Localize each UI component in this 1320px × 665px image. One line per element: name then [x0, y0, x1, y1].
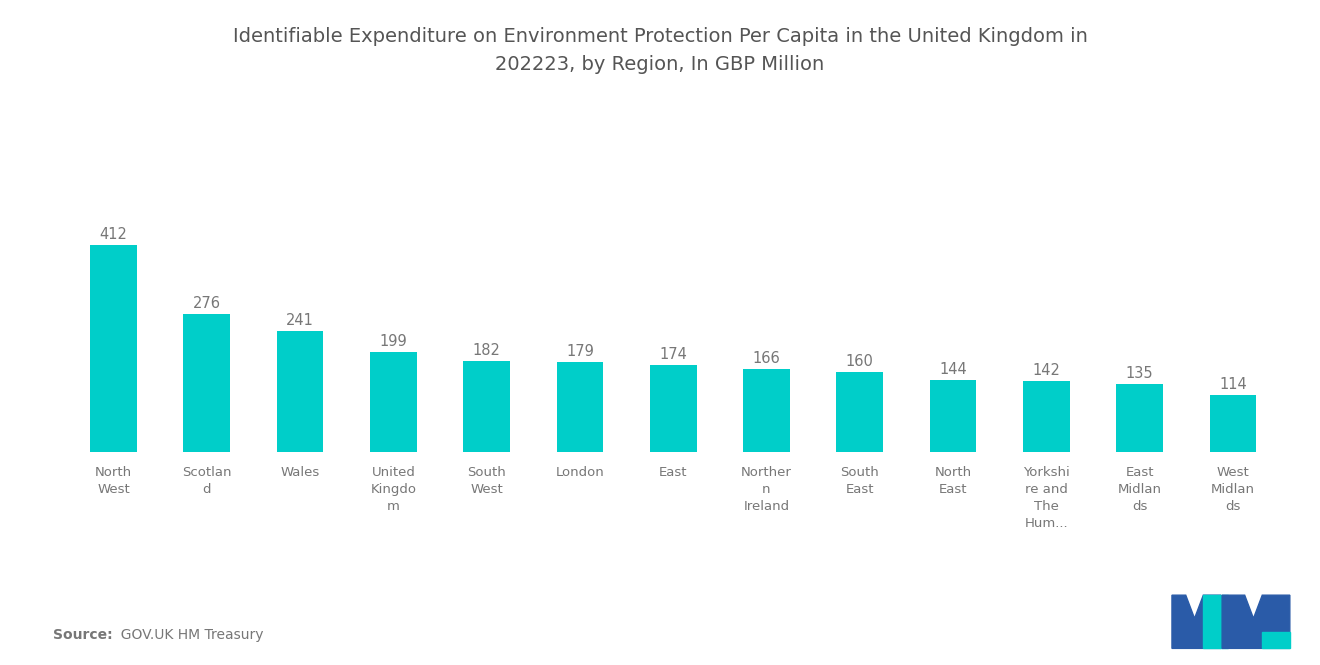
Text: 412: 412 [99, 227, 127, 243]
Bar [370, 352, 417, 452]
Text: Identifiable Expenditure on Environment Protection Per Capita in the United King: Identifiable Expenditure on Environment … [232, 27, 1088, 74]
Text: 276: 276 [193, 296, 220, 311]
Bar [837, 372, 883, 452]
Bar [463, 361, 510, 452]
Text: 199: 199 [379, 334, 407, 349]
Text: 160: 160 [846, 354, 874, 369]
Bar [743, 369, 789, 452]
Bar [649, 365, 697, 452]
Bar [929, 380, 977, 452]
Polygon shape [1222, 595, 1290, 648]
Text: 166: 166 [752, 351, 780, 366]
Text: 144: 144 [940, 362, 968, 377]
Text: 142: 142 [1032, 363, 1060, 378]
Text: 179: 179 [566, 344, 594, 359]
Text: 174: 174 [659, 347, 688, 362]
Text: 135: 135 [1126, 366, 1154, 382]
Polygon shape [1172, 595, 1221, 648]
Bar [557, 362, 603, 452]
Bar [183, 314, 230, 452]
Bar [1209, 395, 1257, 452]
Text: GOV.UK HM Treasury: GOV.UK HM Treasury [112, 628, 264, 642]
Text: Source:: Source: [53, 628, 112, 642]
Bar [90, 245, 137, 452]
Bar [1023, 381, 1069, 452]
Polygon shape [1204, 595, 1229, 648]
Bar [277, 331, 323, 452]
Bar [1117, 384, 1163, 452]
Text: 182: 182 [473, 343, 500, 358]
Polygon shape [1262, 632, 1290, 648]
Text: 241: 241 [286, 313, 314, 329]
Text: 114: 114 [1220, 377, 1247, 392]
